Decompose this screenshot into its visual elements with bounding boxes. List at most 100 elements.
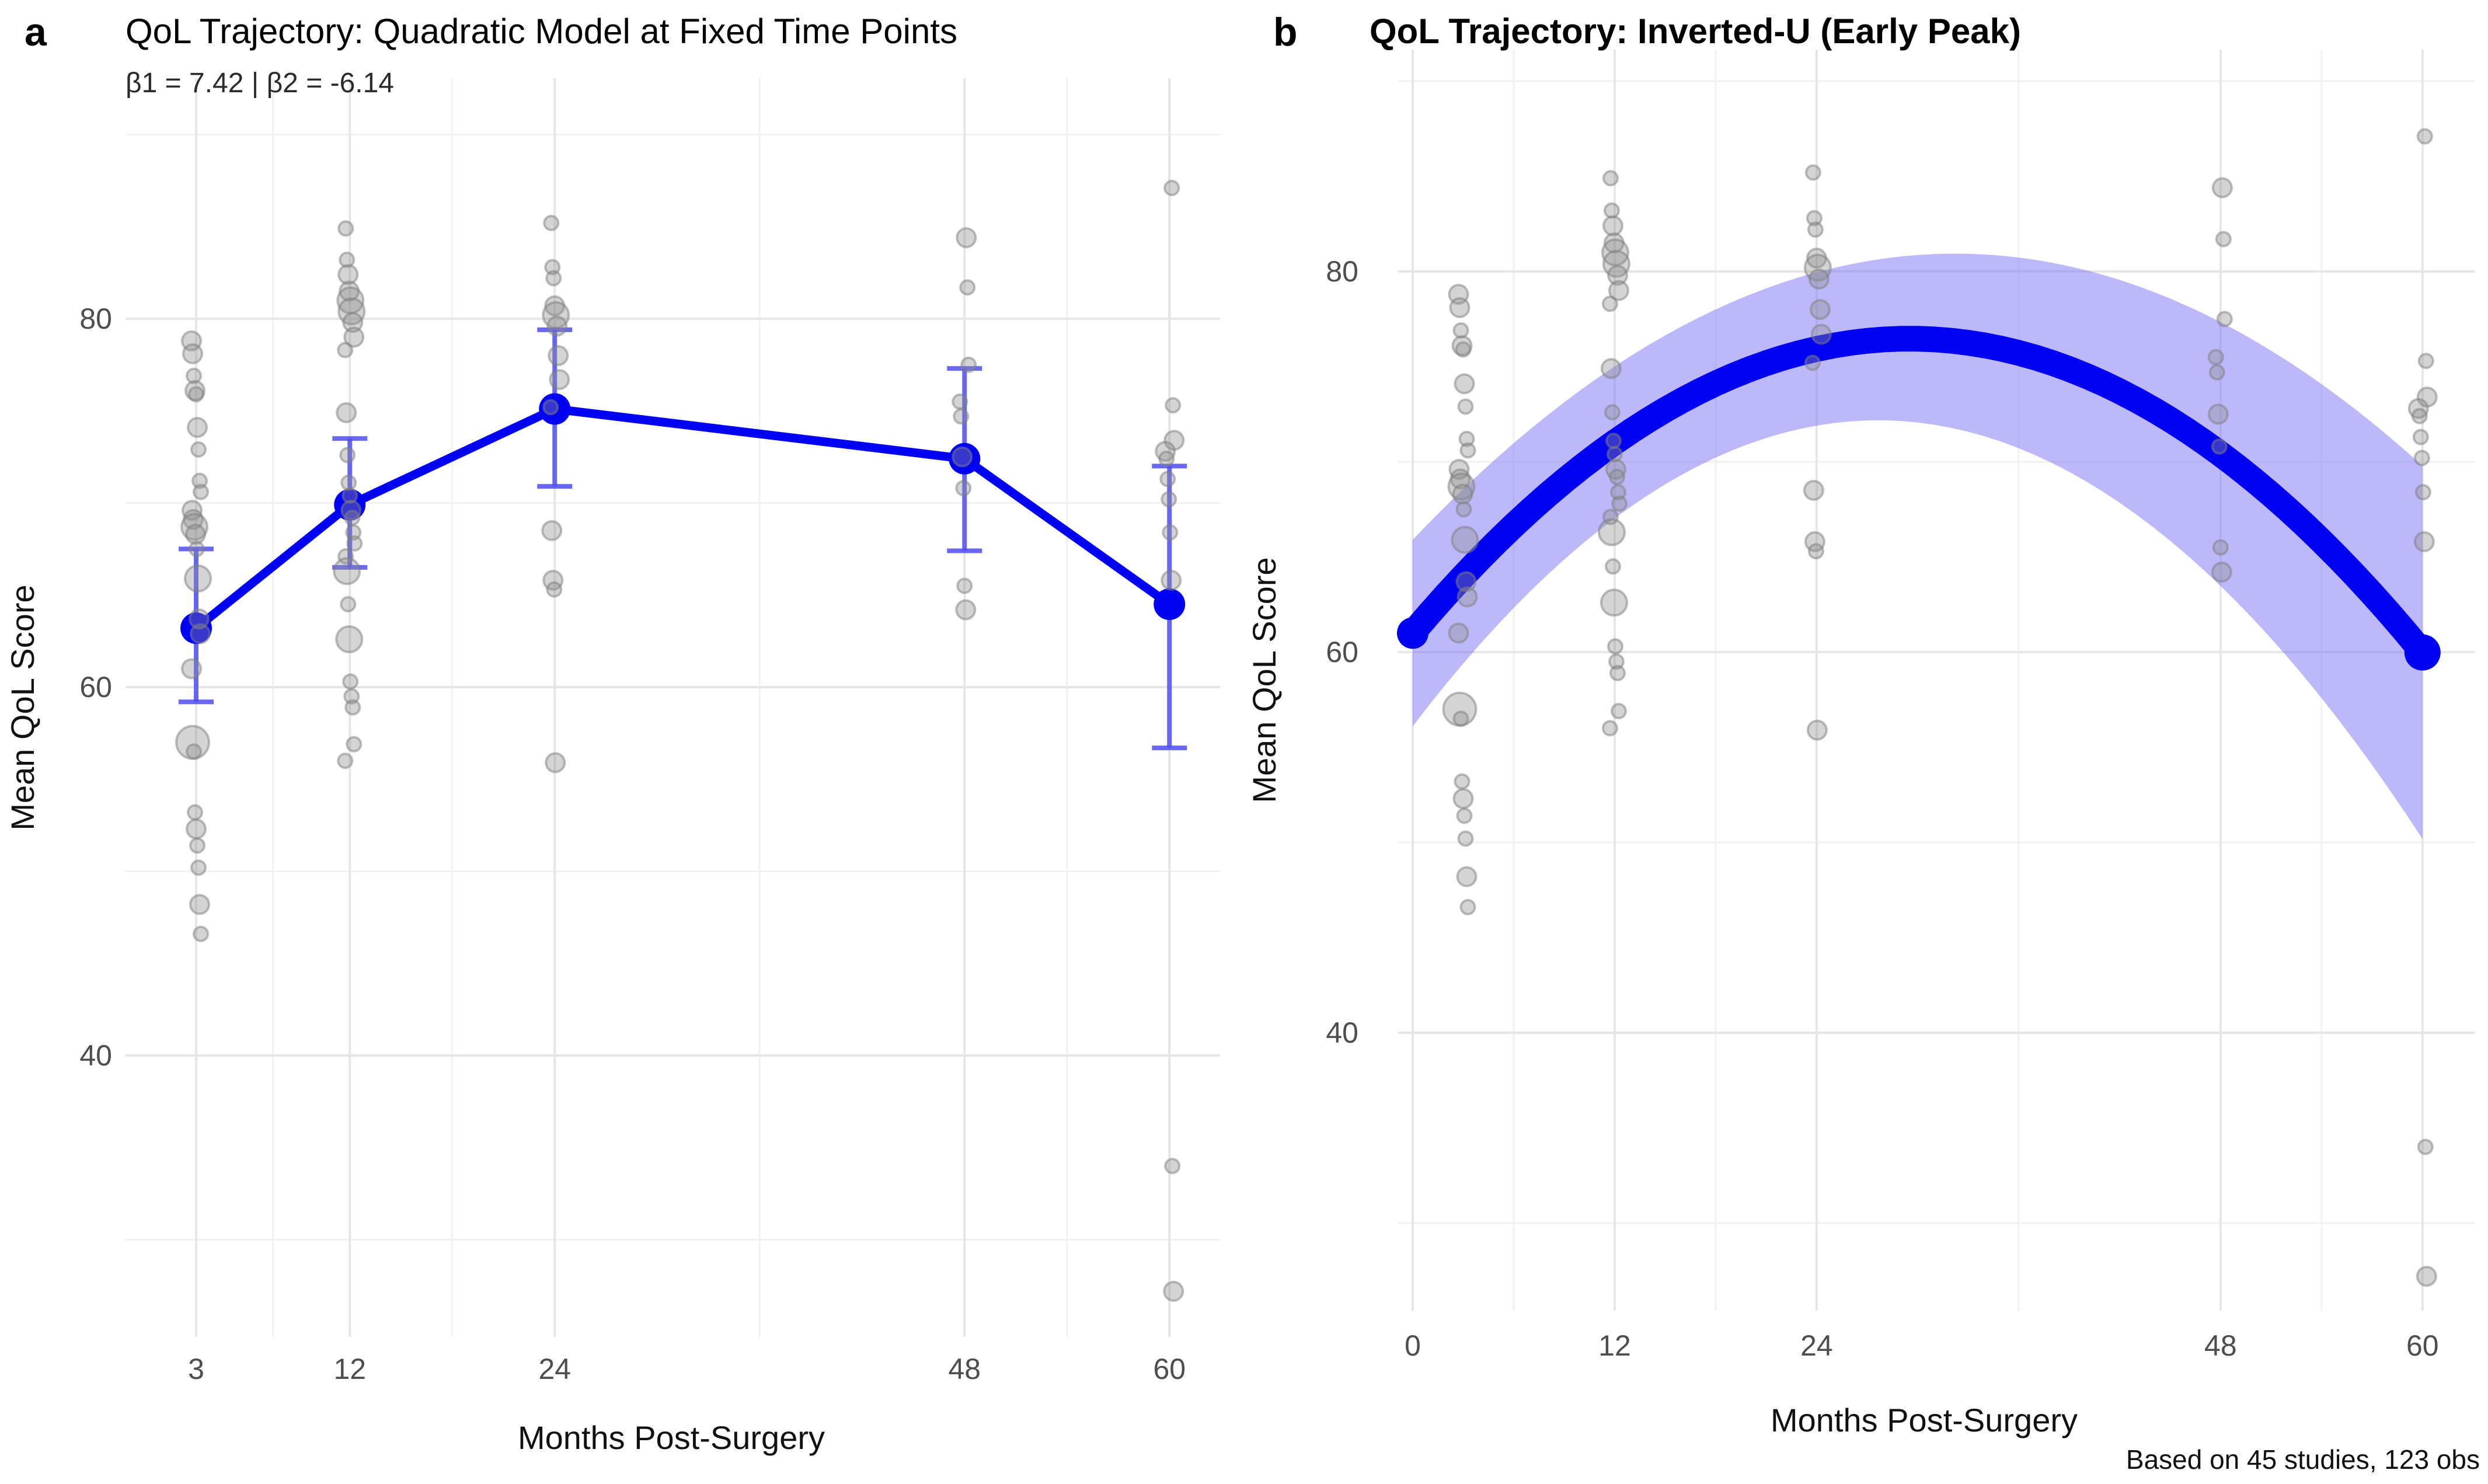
observation-point <box>342 487 358 504</box>
observation-point <box>189 608 210 630</box>
y-tick-label: 80 <box>79 302 112 335</box>
observation-point <box>187 417 208 438</box>
panel-b-marks <box>1397 253 2441 839</box>
fit-curve-start-point <box>1397 617 1428 649</box>
y-tick-label: 60 <box>1326 636 1358 668</box>
observation-point <box>187 804 203 821</box>
panel-a-marks <box>179 327 1187 751</box>
observation-point <box>2416 1266 2437 1287</box>
observation-point <box>340 596 357 613</box>
observation-point <box>2416 128 2433 145</box>
observation-point <box>960 356 977 373</box>
observation-point <box>337 342 354 358</box>
x-tick-label: 24 <box>1800 1329 1833 1362</box>
observation-point <box>1600 588 1628 617</box>
observation-point <box>189 837 205 854</box>
mean-point <box>1154 588 1186 621</box>
observation-point <box>952 446 973 468</box>
observation-point <box>1803 479 1824 501</box>
observation-point <box>2215 231 2232 248</box>
observation-point <box>1597 518 1626 546</box>
panel-a-x-axis-title: Months Post-Surgery <box>518 1419 825 1456</box>
observation-point <box>1162 524 1179 541</box>
observation-point <box>1608 653 1625 670</box>
observation-point <box>1163 179 1180 196</box>
observation-point <box>2413 450 2430 466</box>
observation-point <box>953 408 970 425</box>
panel-b-caption: Based on 45 studies, 123 obs <box>2126 1444 2480 1475</box>
observation-point <box>1807 221 1824 238</box>
x-tick-label: 60 <box>1153 1353 1186 1385</box>
x-tick-label: 12 <box>1598 1329 1631 1362</box>
panel-a-tag: a <box>25 10 47 54</box>
x-tick-label: 48 <box>948 1353 981 1385</box>
observation-point <box>1455 501 1472 518</box>
fit-curve <box>1400 326 2435 666</box>
y-tick-label: 80 <box>1326 255 1358 288</box>
observation-point <box>545 270 562 287</box>
observation-point <box>1456 866 1478 887</box>
observation-point <box>1804 354 1821 371</box>
observation-point <box>959 279 976 296</box>
observation-point <box>185 524 206 545</box>
observation-point <box>1164 1158 1181 1175</box>
observation-point <box>339 252 356 269</box>
observation-point <box>2211 177 2233 198</box>
observation-point <box>1159 471 1176 487</box>
panel-b-chart: 0 12 24 48 60 40 60 80 b QoL Trajectory: Invert… <box>1246 10 2480 1475</box>
panel-a-title: QoL Trajectory: Quadratic Model at Fixed… <box>126 12 957 51</box>
observation-point <box>1610 703 1627 720</box>
panel-b-title: QoL Trajectory: Inverted-U (Early Peak) <box>1370 12 2021 51</box>
observation-point <box>541 520 563 541</box>
mean-trajectory-line <box>191 405 1174 633</box>
observation-point <box>2207 349 2224 365</box>
observation-point <box>1447 472 1476 501</box>
observation-point <box>337 220 354 237</box>
observation-point <box>186 818 207 839</box>
y-tick-label: 60 <box>79 671 112 703</box>
observation-point <box>956 577 973 594</box>
observation-point <box>1607 264 1628 286</box>
observation-point <box>545 752 566 774</box>
observation-point <box>1457 398 1474 415</box>
observation-point <box>955 480 972 497</box>
fit-curve-end-point <box>2404 634 2441 671</box>
observation-point <box>342 673 359 690</box>
observation-point <box>1605 433 1622 450</box>
observation-point <box>1451 525 1479 554</box>
observation-point <box>1601 720 1618 737</box>
panel-a: 3 12 24 48 60 40 60 80 a QoL Trajectory: Quadra… <box>4 10 1220 1456</box>
observation-point <box>1452 483 1473 505</box>
panel-b-tick-labels: 0 12 24 48 60 40 60 80 <box>1326 255 2438 1362</box>
observation-point <box>542 399 559 416</box>
panel-a-y-axis-title: Mean QoL Score <box>4 584 41 830</box>
observation-point <box>1600 358 1622 379</box>
observation-point <box>182 343 203 364</box>
observation-point <box>1608 280 1629 301</box>
observation-point <box>344 699 361 716</box>
panel-a-subtitle: β1 = 7.42 | β2 = -6.14 <box>126 68 394 99</box>
observation-point <box>1454 373 1475 395</box>
observation-point <box>346 535 363 552</box>
observation-point <box>2207 403 2229 425</box>
observation-point <box>181 658 202 680</box>
panel-b-observations <box>1442 128 2438 1287</box>
x-tick-label: 3 <box>188 1353 204 1385</box>
observation-point <box>1459 898 1476 915</box>
observation-point <box>1609 484 1626 501</box>
observation-point <box>549 369 570 391</box>
observation-point <box>1804 164 1821 181</box>
observation-point <box>186 367 202 384</box>
observation-point <box>190 441 207 458</box>
observation-point <box>190 859 207 876</box>
observation-point <box>1161 491 1177 508</box>
observation-point <box>2208 364 2225 381</box>
x-tick-label: 48 <box>2204 1329 2237 1362</box>
x-tick-label: 12 <box>333 1353 366 1385</box>
observation-point <box>333 557 361 586</box>
observation-point <box>188 386 204 403</box>
observation-point <box>342 312 364 333</box>
x-tick-label: 24 <box>538 1353 571 1385</box>
panel-a-observations <box>175 179 1185 1302</box>
observation-point <box>335 625 364 653</box>
